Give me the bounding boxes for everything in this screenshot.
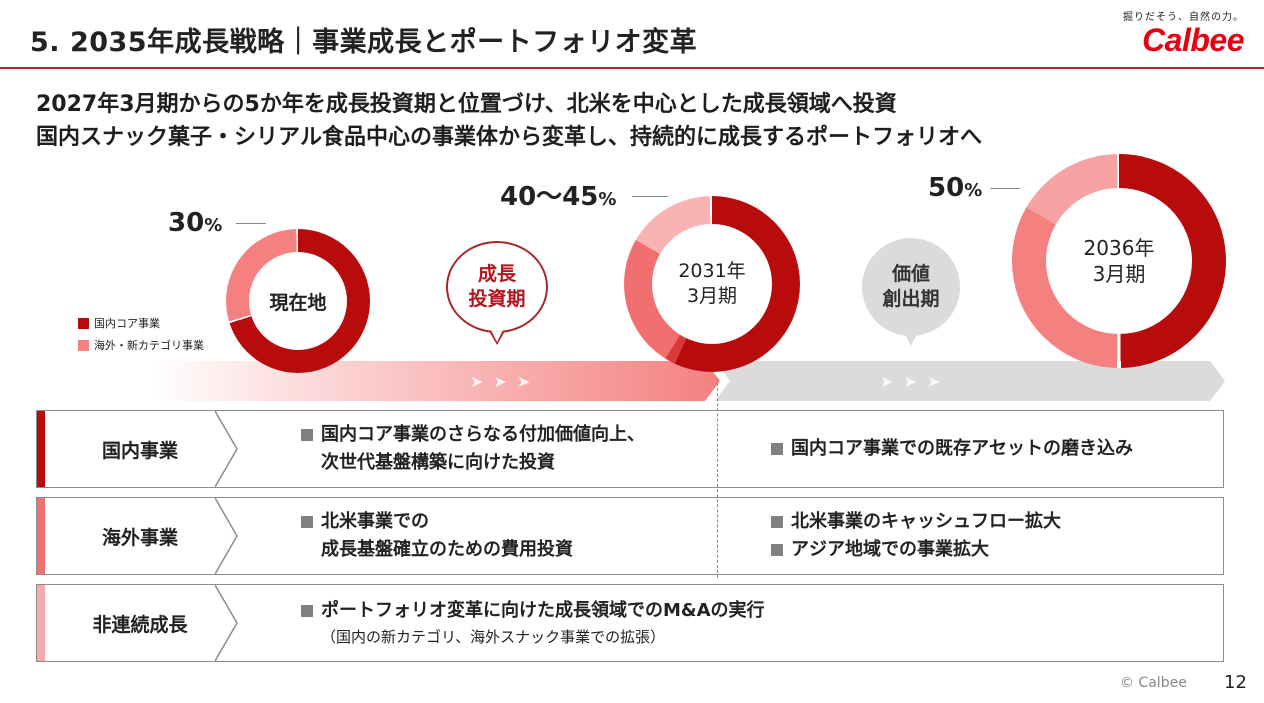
logo-wordmark: Calbee [1142,22,1244,58]
donut-center-label: 2031年 3月期 [652,224,772,344]
chevron-arrows-icon: ➤➤➤ [880,372,951,391]
donut-chart-now: 現在地 [226,229,370,373]
bullet-text: アジア地域での事業拡大 [791,539,989,560]
pct-unit: % [598,189,617,210]
table-row-overseas: 海外事業 北米事業での 成長基盤確立のための費用投資 北米事業のキャッシュフロー… [36,497,1224,575]
bullet-text: 国内コア事業のさらなる付加価値向上、 [321,424,645,445]
leader-line [236,223,266,224]
bullet-text-continued: 次世代基盤構築に向けた投資 [321,452,555,473]
bullet-square-icon [301,516,313,528]
bullet-subtext: （国内の新カテゴリ、海外スナック事業での拡張） [321,628,666,646]
row-accent-bar [37,498,45,574]
value-phase-arrow [715,361,1225,401]
donut-center-label: 現在地 [249,252,347,350]
lead-line-1: 2027年3月期からの5か年を成長投資期と位置づけ、北米を中心とした成長領域へ投… [36,92,897,117]
bubble-tail [904,332,918,346]
leader-line [632,196,668,197]
phase2-cell: 国内コア事業での既存アセットの磨き込み [771,411,1133,487]
bubble-tail [491,330,503,342]
row-label: 海外事業 [101,526,178,549]
bullet-square-icon [301,429,313,441]
pct-value: 30 [168,208,205,238]
page-title: 5. 2035年成長戦略｜事業成長とポートフォリオ変革 [30,27,698,58]
legend-swatch-icon [78,317,89,329]
donut-chart-fy2031: 2031年 3月期 [624,196,800,372]
title-divider [0,67,1264,69]
pct-value: 50 [928,173,965,203]
table-row-inorganic: 非連続成長 ポートフォリオ変革に向けた成長領域でのM&Aの実行 （国内の新カテゴ… [36,584,1224,662]
lead-text: 2027年3月期からの5か年を成長投資期と位置づけ、北米を中心とした成長領域へ投… [36,88,982,154]
donut-chart-fy2036: 2036年 3月期 [1012,154,1226,368]
legend-swatch-icon [78,339,89,351]
legend-label: 海外・新カテゴリ事業 [94,339,204,352]
growth-phase-arrow [150,361,720,401]
value-creation-phase-bubble: 価値 創出期 [862,238,960,336]
donut-center-label: 2036年 3月期 [1046,188,1192,334]
calbee-logo: 掘りだそう、自然の力。 Calbee [1123,8,1245,58]
bullet-text: 北米事業での [321,511,429,532]
leader-line [990,188,1020,189]
row-label: 非連続成長 [92,613,188,636]
bullet-square-icon [771,443,783,455]
logo-tagline: 掘りだそう、自然の力。 [1123,12,1244,23]
phase-label: 成長 [477,263,516,285]
chevron-right-icon [215,411,238,487]
row-label: 国内事業 [101,439,178,462]
phase-label: 価値 [891,263,930,285]
center-period: 3月期 [686,285,738,307]
lead-line-2: 国内スナック菓子・シリアル食品中心の事業体から変革し、持続的に成長するポートフォ… [36,125,983,150]
pct-unit: % [204,215,223,236]
pct-value: 40～45 [500,182,599,212]
row-accent-bar [37,411,45,487]
chevron-arrows-icon: ➤➤➤ [470,372,541,391]
pct-unit: % [964,180,983,201]
bullet-text: ポートフォリオ変革に向けた成長領域でのM&Aの実行 [321,600,765,621]
phase1-cell: 国内コア事業のさらなる付加価値向上、 次世代基盤構築に向けた投資 [301,411,645,487]
phase2-cell: 北米事業のキャッシュフロー拡大 アジア地域での事業拡大 [771,498,1061,574]
legend-item-overseas: 海外・新カテゴリ事業 [78,337,204,353]
growth-investment-phase-bubble: 成長 投資期 [446,241,548,333]
pct-label-now: 30% [168,208,222,238]
bullet-text-continued: 成長基盤確立のための費用投資 [321,539,573,560]
phase-label: 創出期 [882,288,940,310]
table-row-domestic: 国内事業 国内コア事業のさらなる付加価値向上、 次世代基盤構築に向けた投資 国内… [36,410,1224,488]
pct-label-fy2036: 50% [928,173,982,203]
phase-label: 投資期 [468,288,526,310]
row-accent-bar [37,585,45,661]
center-year: 2036年 [1083,236,1155,260]
center-period: 3月期 [1092,262,1146,286]
chevron-right-icon [215,585,238,661]
bullet-text: 北米事業のキャッシュフロー拡大 [791,511,1061,532]
legend-item-core: 国内コア事業 [78,315,204,331]
center-year: 2031年 [678,260,746,282]
legend-label: 国内コア事業 [94,317,160,330]
chart-legend: 国内コア事業 海外・新カテゴリ事業 [78,315,204,359]
phase-divider-dashed [717,378,718,578]
bullet-square-icon [771,544,783,556]
chevron-right-icon [215,498,238,574]
bullet-text: 国内コア事業での既存アセットの磨き込み [791,438,1133,459]
page-number: 12 [1224,672,1247,693]
full-span-cell: ポートフォリオ変革に向けた成長領域でのM&Aの実行 （国内の新カテゴリ、海外スナ… [301,585,765,661]
bullet-square-icon [771,516,783,528]
copyright: © Calbee [1120,675,1187,691]
bullet-square-icon [301,605,313,617]
pct-label-fy2031: 40～45% [500,176,616,213]
phase1-cell: 北米事業での 成長基盤確立のための費用投資 [301,498,573,574]
